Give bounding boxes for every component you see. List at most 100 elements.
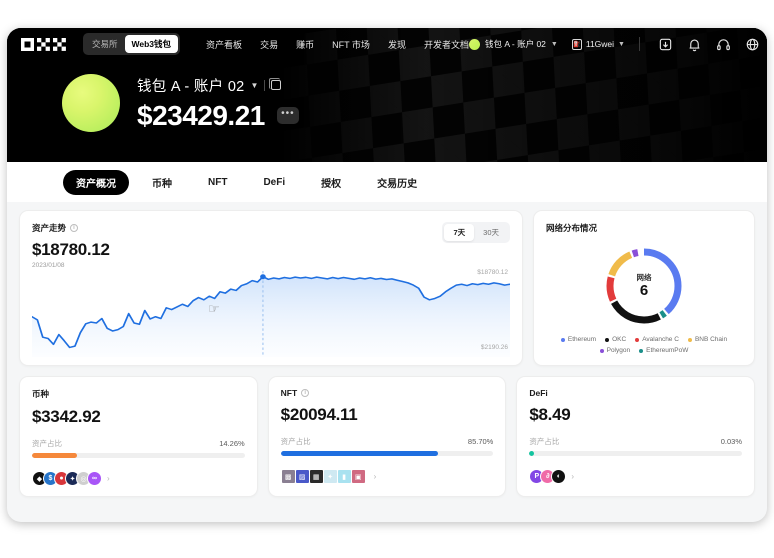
legend-item-ethereumpow[interactable]: EthereumPoW	[639, 347, 688, 354]
tab-approvals[interactable]: 授权	[321, 178, 342, 190]
stat-icon-strip[interactable]: P ∂ ◐ ›	[529, 469, 742, 484]
black-defi-icon: ◐	[551, 469, 567, 484]
legend-item-okc[interactable]: OKC	[605, 336, 626, 343]
chevron-right-icon[interactable]: ›	[373, 472, 377, 481]
balance-text-group: 钱包 A - 账户 02 ▼ $23429.21 •••	[137, 75, 299, 132]
legend-label: OKC	[612, 336, 627, 343]
stat-card-title: DeFi	[529, 388, 548, 398]
chevron-right-icon[interactable]: ›	[107, 474, 110, 483]
copy-icon[interactable]	[269, 78, 282, 90]
globe-icon[interactable]	[745, 37, 760, 52]
account-selector[interactable]: 钱包 A - 账户 02 ▼	[468, 38, 558, 50]
wallet-name: 钱包 A - 账户 02	[137, 78, 245, 95]
okx-logo[interactable]	[21, 37, 67, 51]
nft-thumb-6: ▣	[350, 469, 366, 484]
stat-card-defi[interactable]: DeFi $8.49 资产占比 0.03% P ∂ ◐ ›	[516, 376, 756, 497]
nft-thumb-2: ▨	[294, 469, 310, 484]
donut-center-text: 网络 6	[637, 272, 652, 300]
legend-item-polygon[interactable]: Polygon	[599, 347, 631, 354]
info-icon[interactable]: i	[70, 224, 79, 232]
segment-exchange[interactable]: 交易所	[92, 39, 118, 49]
gas-price-chip[interactable]: ⛽ 11Gwei ▼	[571, 38, 625, 50]
product-switcher[interactable]: 交易所 Web3钱包	[83, 33, 181, 55]
trend-amount: $18780.12	[32, 240, 110, 259]
stat-card-title: 币种	[32, 389, 50, 399]
stat-cards-row: 币种 $3342.92 资产占比 14.26% ◆ $ ● ✦ ◎ ∞ › NFT i $20094.11…	[19, 376, 756, 497]
content-area: 资产走势 i $18780.12 2023/01/08 7天 30天	[7, 202, 767, 497]
wallet-name-row[interactable]: 钱包 A - 账户 02 ▼	[137, 75, 299, 96]
legend-dot-icon	[560, 337, 565, 342]
stat-progress-fill	[280, 451, 439, 456]
nav-divider-right	[638, 37, 640, 51]
tab-transaction-history[interactable]: 交易历史	[377, 178, 418, 190]
stat-card-title: NFT	[280, 388, 298, 398]
legend-item-avalanche-c[interactable]: Avalanche C	[635, 336, 679, 343]
stat-icon-strip[interactable]: ◆ $ ● ✦ ◎ ∞ ›	[32, 471, 245, 486]
nav-icon-group	[658, 37, 760, 52]
nav-links: 资产看板 交易 赚币 NFT 市场 发现 开发者文档	[206, 38, 469, 51]
tab-defi[interactable]: DeFi	[263, 176, 286, 188]
trend-card-header: 资产走势 i $18780.12 2023/01/08 7天 30天	[32, 222, 510, 269]
tab-tokens[interactable]: 币种	[152, 178, 172, 190]
purple-token-icon: ∞	[87, 471, 102, 486]
legend-dot-icon	[599, 348, 604, 353]
avatar	[62, 74, 120, 132]
nav-link-developer-docs[interactable]: 开发者文档	[423, 39, 469, 50]
chevron-right-icon[interactable]: ›	[571, 472, 575, 481]
asset-trend-chart[interactable]: $18780.12 $2190.26 ☞	[32, 269, 510, 357]
tab-asset-overview[interactable]: 资产概况	[63, 169, 129, 195]
legend-item-ethereum[interactable]: Ethereum	[560, 336, 596, 343]
legend-dot-icon	[635, 337, 640, 342]
segment-web3-wallet[interactable]: Web3钱包	[124, 35, 179, 53]
balance-block: 钱包 A - 账户 02 ▼ $23429.21 •••	[7, 60, 767, 132]
account-avatar-icon	[468, 38, 480, 50]
legend-label: Polygon	[606, 347, 631, 354]
donut-segment-2	[606, 248, 682, 324]
app-window: 交易所 Web3钱包 资产看板 交易 赚币 NFT 市场 发现 开发者文档 钱包…	[7, 28, 767, 522]
stat-card-nft[interactable]: NFT i $20094.11 资产占比 85.70% ▩ ▨ ▦ ✦ ▮ ▣ ›	[267, 376, 507, 497]
tab-bar: 资产概况 币种 NFT DeFi 授权 交易历史	[7, 162, 767, 202]
trend-date: 2023/01/08	[32, 262, 65, 269]
nav-link-nft-market[interactable]: NFT 市场	[332, 39, 370, 50]
donut-segment-0	[606, 248, 682, 324]
donut-center-label: 网络	[636, 273, 652, 283]
chevron-down-icon-gas: ▼	[618, 40, 625, 48]
download-icon[interactable]	[658, 37, 673, 52]
legend-item-bnb-chain[interactable]: BNB Chain	[687, 336, 727, 343]
network-card-title: 网络分布情况	[546, 223, 598, 233]
legend-dot-icon	[605, 337, 610, 342]
stat-card-title-row: DeFi	[529, 388, 742, 398]
nav-link-trade[interactable]: 交易	[260, 39, 279, 50]
top-cards-row: 资产走势 i $18780.12 2023/01/08 7天 30天	[19, 210, 755, 366]
stat-card-title-row: 币种	[32, 388, 245, 400]
chart-axis-high-label: $18780.12	[477, 269, 508, 276]
network-distribution-card: 网络分布情况 网络 6 Ethereum OKC Avalanche C BNB Ch…	[533, 210, 755, 366]
stat-ratio-row: 资产占比 0.03%	[529, 436, 742, 447]
network-donut-chart: 网络 6	[546, 242, 742, 330]
nav-link-discover[interactable]: 发现	[387, 39, 406, 50]
range-option-30d[interactable]: 30天	[483, 228, 499, 237]
donut-svg	[606, 248, 682, 324]
stat-ratio-value: 0.03%	[720, 437, 743, 446]
stat-amount: $20094.11	[280, 405, 358, 424]
range-option-7d[interactable]: 7天	[444, 224, 475, 241]
stat-card-title-row: NFT i	[281, 388, 494, 398]
more-options-button[interactable]: •••	[276, 107, 299, 124]
network-legend: Ethereum OKC Avalanche C BNB Chain Polygon Et…	[546, 336, 742, 354]
legend-label: Avalanche C	[642, 336, 679, 343]
stat-icon-strip[interactable]: ▩ ▨ ▦ ✦ ▮ ▣ ›	[280, 469, 494, 484]
stat-ratio-label: 资产占比	[32, 439, 62, 448]
tab-nft[interactable]: NFT	[208, 176, 228, 188]
balance-row: $23429.21 •••	[137, 100, 299, 132]
headset-icon[interactable]	[716, 37, 731, 52]
stat-ratio-label: 资产占比	[280, 437, 311, 446]
chevron-down-icon-wallet[interactable]: ▼	[250, 80, 259, 90]
nav-link-earn[interactable]: 赚币	[296, 39, 315, 50]
bell-icon[interactable]	[687, 37, 702, 52]
stat-card-tokens[interactable]: 币种 $3342.92 资产占比 14.26% ◆ $ ● ✦ ◎ ∞ ›	[19, 376, 258, 497]
stat-progress-bar	[32, 453, 245, 458]
info-icon[interactable]: i	[301, 389, 310, 397]
nav-link-asset-dashboard[interactable]: 资产看板	[206, 39, 243, 50]
donut-center-count: 6	[639, 282, 649, 300]
gas-price-label: 11Gwei	[585, 39, 615, 49]
